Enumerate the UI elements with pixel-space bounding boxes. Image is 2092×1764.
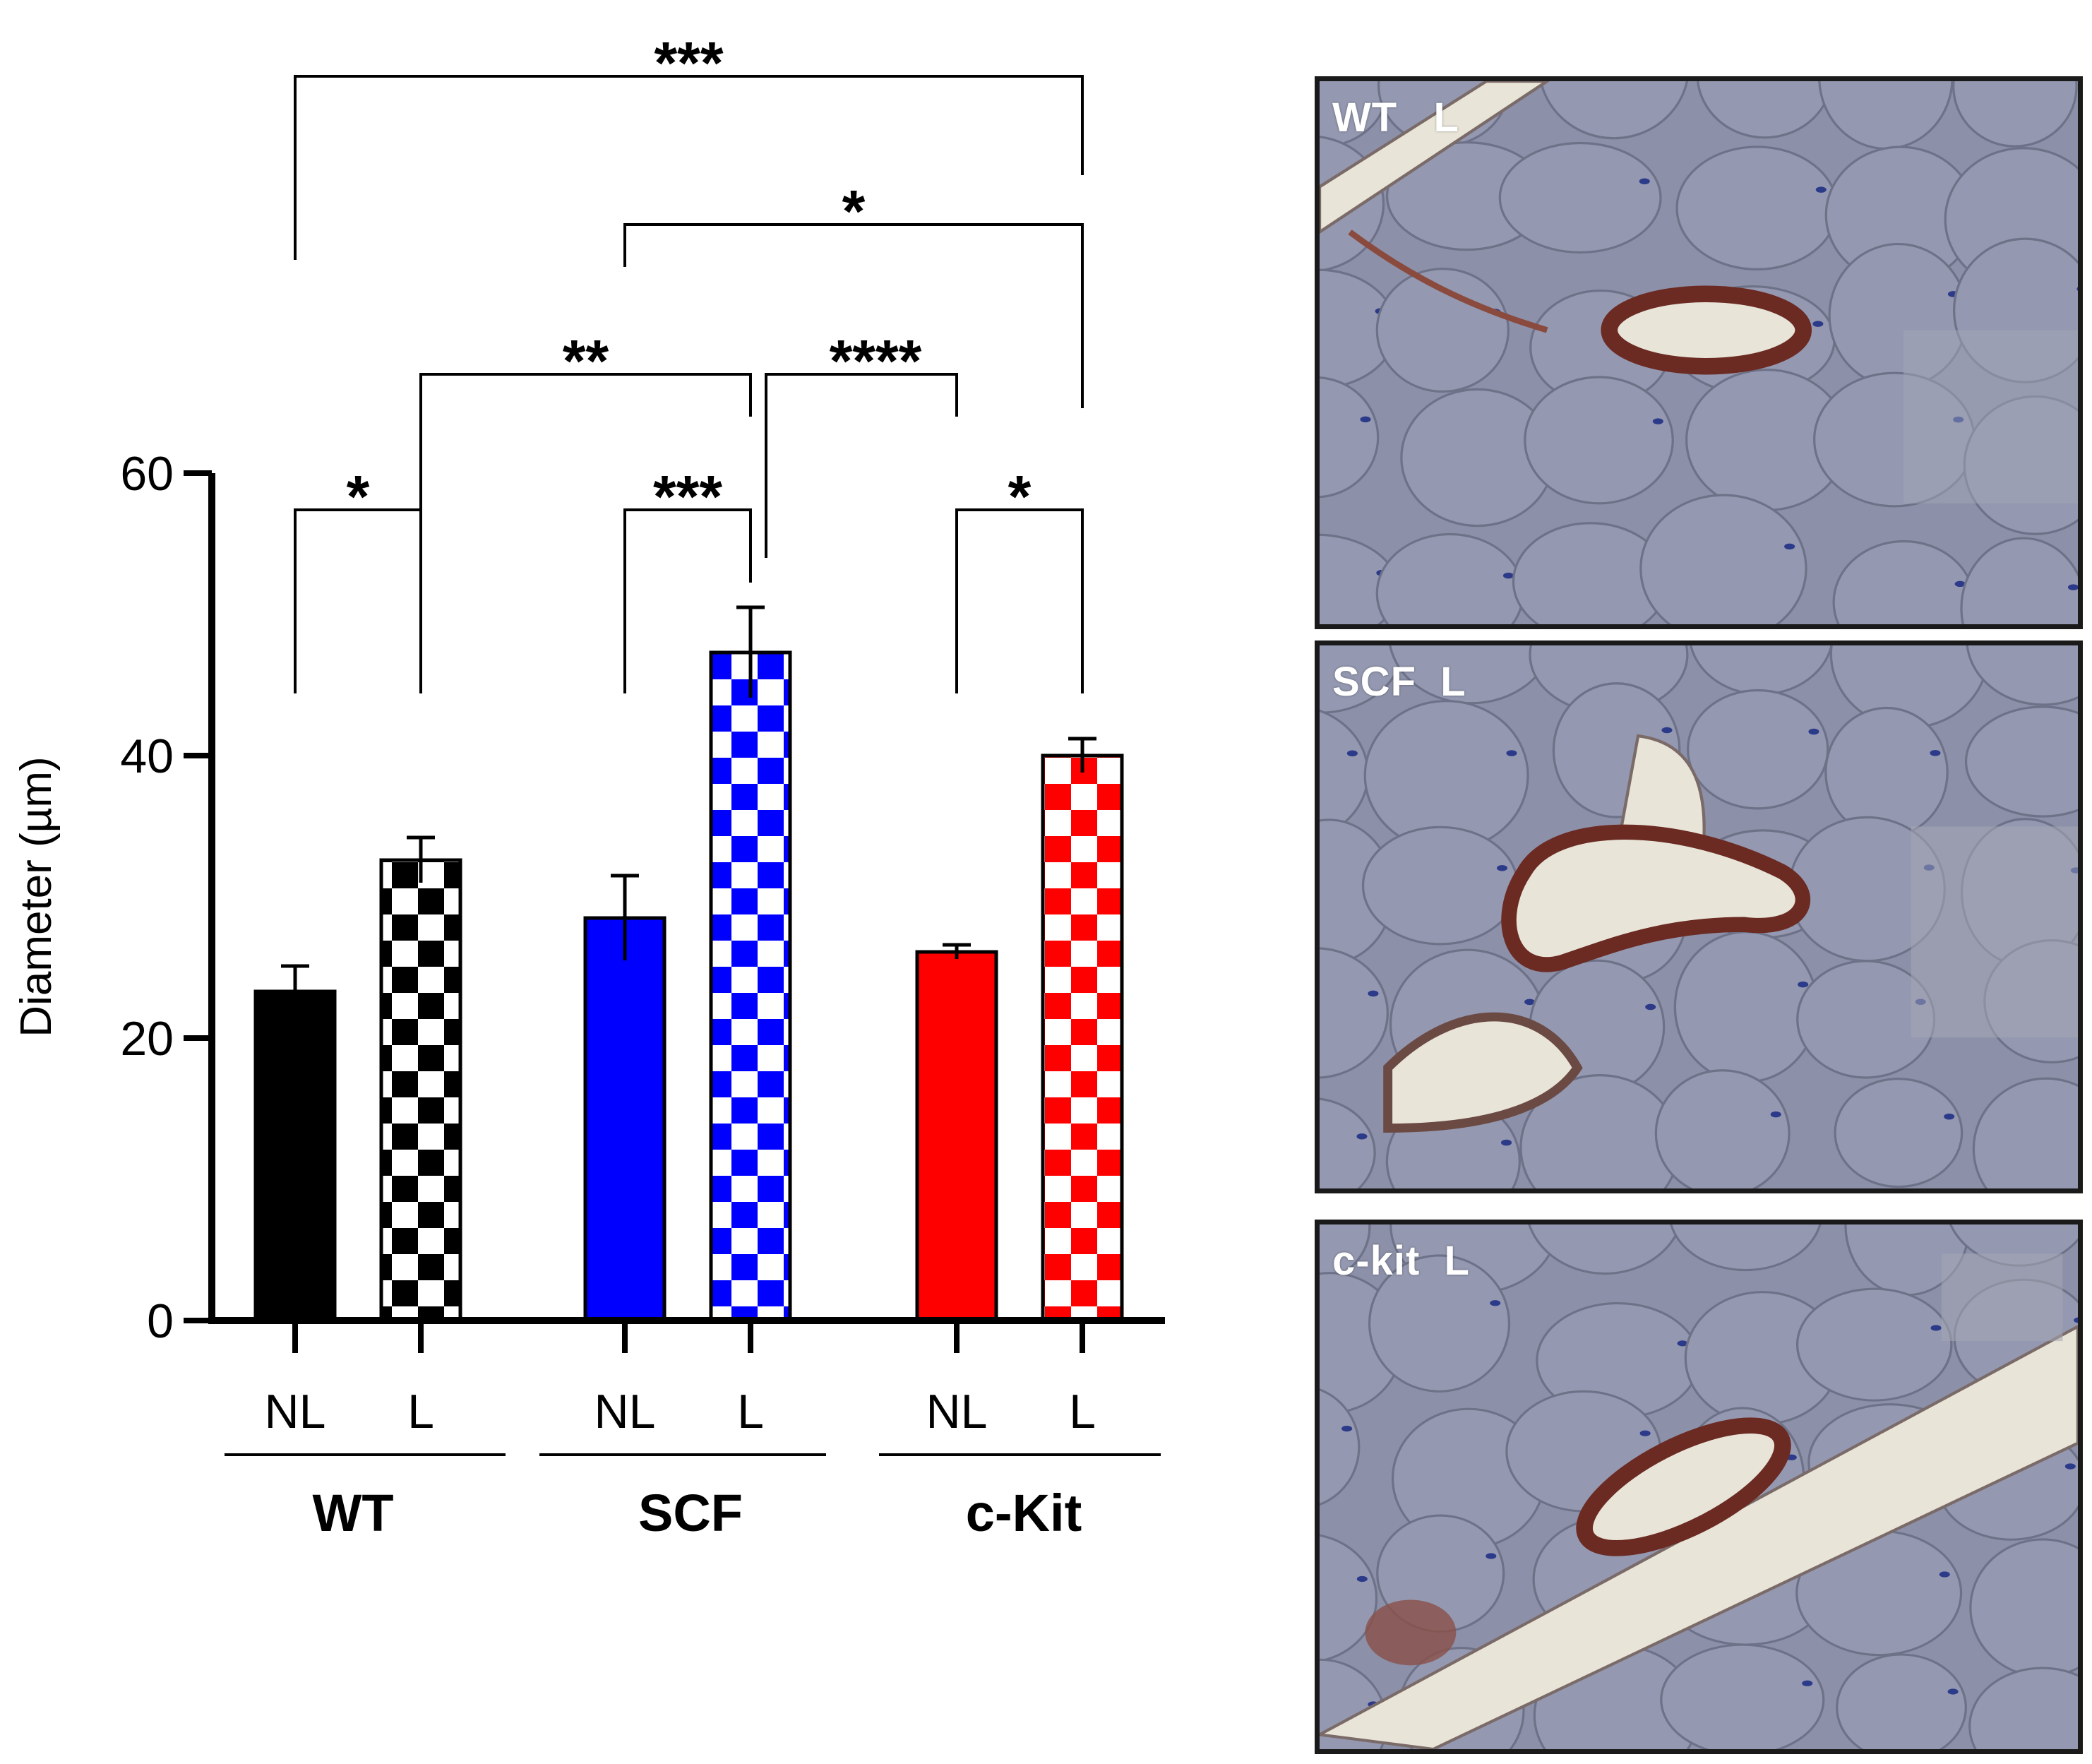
significance-bracket: *** <box>623 463 752 693</box>
significance-label: *** <box>653 463 722 530</box>
error-bar <box>943 943 971 959</box>
micrograph-image <box>1320 645 2078 1188</box>
significance-bracket: * <box>294 463 422 693</box>
bar-wt-l <box>379 858 462 1323</box>
error-bar <box>1068 737 1096 773</box>
significance-label: * <box>842 178 866 244</box>
micrograph-label: c-kit L <box>1332 1238 1470 1284</box>
micrograph-c-kit: c-kit L <box>1315 1220 2083 1754</box>
y-tick-label: 60 <box>120 447 174 501</box>
bar-scf-l <box>709 650 792 1323</box>
significance-bracket: * <box>955 463 1084 693</box>
y-tick-label: 40 <box>120 729 174 783</box>
significance-label: * <box>1008 463 1032 530</box>
error-bar <box>281 964 309 1017</box>
micrograph-scf: SCF L <box>1315 640 2083 1193</box>
significance-label: * <box>347 463 370 530</box>
significance-label: **** <box>830 328 922 394</box>
group-label: c-Kit <box>966 1484 1082 1542</box>
x-tick-label: L <box>1069 1385 1096 1438</box>
x-tick-label: L <box>737 1385 764 1438</box>
group-label: WT <box>312 1484 393 1542</box>
group-label: SCF <box>638 1484 743 1542</box>
micrograph-label: SCF L <box>1332 659 1466 705</box>
significance-brackets: * *** *** ******** <box>294 30 1084 693</box>
micrograph-wt: WT L <box>1315 76 2083 629</box>
bars-layer <box>253 605 1124 1353</box>
significance-label: ** <box>563 328 609 394</box>
error-bar <box>736 605 765 698</box>
micrograph-label: WT L <box>1332 95 1459 141</box>
y-tick-label: 20 <box>120 1012 174 1066</box>
y-tick-label: 0 <box>147 1294 174 1348</box>
x-tick-label: NL <box>594 1385 656 1438</box>
x-tick-label: NL <box>265 1385 326 1438</box>
x-tick-label: NL <box>926 1385 988 1438</box>
micrograph-image <box>1320 1224 2078 1749</box>
significance-bracket: **** <box>765 328 958 558</box>
error-bar <box>407 835 435 883</box>
significance-bracket: *** <box>294 30 1084 260</box>
significance-bracket: ** <box>419 328 752 558</box>
significance-label: *** <box>654 30 723 96</box>
bar-c-kit-l <box>1041 753 1124 1323</box>
significance-bracket: * <box>623 178 1084 408</box>
x-tick-label: L <box>407 1385 434 1438</box>
bar-c-kit-nl <box>915 950 998 1323</box>
y-axis <box>208 473 1165 1324</box>
bar-wt-nl <box>253 989 337 1323</box>
error-bar <box>611 874 639 960</box>
bar-scf-nl <box>583 916 667 1323</box>
micrograph-image <box>1320 81 2078 624</box>
y-axis-label: Diameter (µm) <box>12 756 61 1037</box>
